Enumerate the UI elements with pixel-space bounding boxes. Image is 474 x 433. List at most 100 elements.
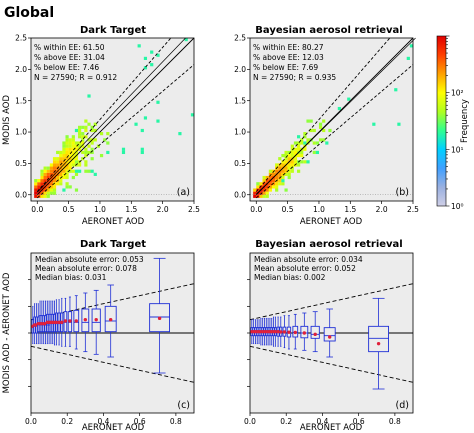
heatmap-cell [81, 150, 85, 155]
heatmap-cell [281, 172, 285, 176]
box-plot [54, 299, 59, 346]
heatmap-cell [65, 144, 69, 148]
y-tick-label: 0.0 [15, 190, 27, 199]
heatmap-cell [287, 153, 291, 158]
heatmap-cell [81, 135, 85, 139]
x-tick-label: 0.6 [353, 417, 365, 426]
ee-upper-line [249, 283, 414, 321]
heatmap-cell [262, 191, 266, 195]
heatmap-cell [59, 160, 63, 164]
heatmap-cell [143, 56, 148, 60]
heatmap-cell [322, 138, 326, 142]
heatmap-cell [190, 113, 195, 117]
ee-lower-line [255, 64, 414, 199]
heatmap-cell [300, 138, 304, 142]
heatmap-cell [265, 185, 269, 189]
heatmap-cell [268, 175, 272, 180]
heatmap-cell [290, 169, 294, 173]
heatmap-cell [65, 135, 69, 139]
heatmap-cell [68, 153, 72, 158]
heatmap-cell [297, 153, 301, 158]
heatmap-cell [265, 191, 269, 195]
heatmap-cell [284, 153, 288, 158]
box-mean-point [293, 330, 297, 335]
heatmap-cell [121, 150, 126, 155]
heatmap-cell [256, 185, 260, 189]
heatmap-cell [140, 150, 144, 155]
heatmap-cell [290, 150, 294, 155]
one-to-one-line [36, 37, 195, 196]
heatmap-cell [68, 169, 72, 173]
box-mean-point [313, 332, 317, 337]
heatmap-cell [268, 182, 272, 186]
heatmap-cell [62, 175, 66, 180]
panel-b-density: Bayesian aerosol retrieval 0.0 0.0 0.5 0.5 1… [234, 25, 419, 227]
x-tick-label: 0.0 [244, 417, 256, 426]
heatmap-cell [81, 144, 85, 148]
panel-c-title: Dark Target [80, 239, 146, 250]
heatmap-cell [134, 122, 138, 126]
ee-lower-line [249, 345, 414, 383]
heatmap-cell [65, 160, 69, 164]
box-mean-point [276, 329, 280, 334]
x-tick-label: 0.6 [134, 417, 146, 426]
heatmap-cell [309, 128, 313, 133]
heatmap-cell [253, 194, 257, 198]
x-tick-label: 2.0 [157, 205, 169, 214]
heatmap-cell [290, 144, 294, 148]
heatmap-cell [62, 157, 66, 161]
heatmap-cell [90, 141, 94, 145]
heatmap-cell [281, 160, 285, 164]
heatmap-cell [49, 188, 53, 192]
heatmap-cell [49, 172, 53, 176]
x-tick-label: 0.5 [282, 205, 294, 214]
heatmap-cell [68, 157, 72, 161]
heatmap-cell [52, 191, 57, 195]
x-tick-label: 1.0 [313, 205, 325, 214]
box-plot [73, 295, 80, 350]
heatmap-cell [78, 169, 82, 173]
box-plot [34, 303, 39, 345]
heatmap-cell [37, 179, 41, 183]
heatmap-cell [56, 160, 60, 164]
heatmap-cell [284, 169, 288, 173]
heatmap-cell [184, 38, 188, 42]
heatmap-cell [306, 138, 310, 142]
box-plot [292, 313, 299, 350]
heatmap-cell [84, 135, 88, 139]
heatmap-cell [59, 150, 63, 155]
heatmap-cell [106, 141, 110, 145]
heatmap-cell [281, 175, 285, 180]
heatmap-cell [78, 132, 82, 136]
heatmap-cell [43, 188, 47, 192]
heatmap-cell [318, 138, 323, 142]
panel-d-label: (d) [396, 400, 409, 411]
heatmap-cell [409, 44, 414, 48]
heatmap-cell [68, 150, 72, 155]
heatmap-cell [300, 153, 304, 158]
panel-c-ylabel: MODIS AOD - AERONET AOD [2, 272, 12, 393]
heatmap-cell [56, 182, 60, 186]
x-tick-label: 2.5 [188, 205, 200, 214]
heatmap-cell [65, 141, 69, 145]
box-mean-point [74, 319, 78, 323]
heatmap-cell [259, 182, 263, 186]
heatmap-cell [268, 169, 272, 173]
heatmap-cell [293, 141, 298, 145]
heatmap-cell [40, 179, 44, 183]
x-tick-label: 0.8 [170, 417, 182, 426]
heatmap-cell [68, 138, 72, 142]
heatmap-cell [56, 157, 60, 161]
box-plot [276, 316, 280, 347]
heatmap-cell [93, 128, 97, 133]
heatmap-cell [65, 172, 69, 176]
heatmap-cell [284, 166, 288, 170]
heatmap-cell [99, 153, 104, 158]
heatmap-cell [290, 163, 294, 167]
heatmap-cell [394, 88, 398, 92]
heatmap-cell [74, 188, 79, 192]
heatmap-cell [293, 157, 298, 161]
heatmap-cell [81, 138, 85, 142]
box-mean-point [327, 335, 332, 339]
heatmap-cell [281, 163, 285, 167]
